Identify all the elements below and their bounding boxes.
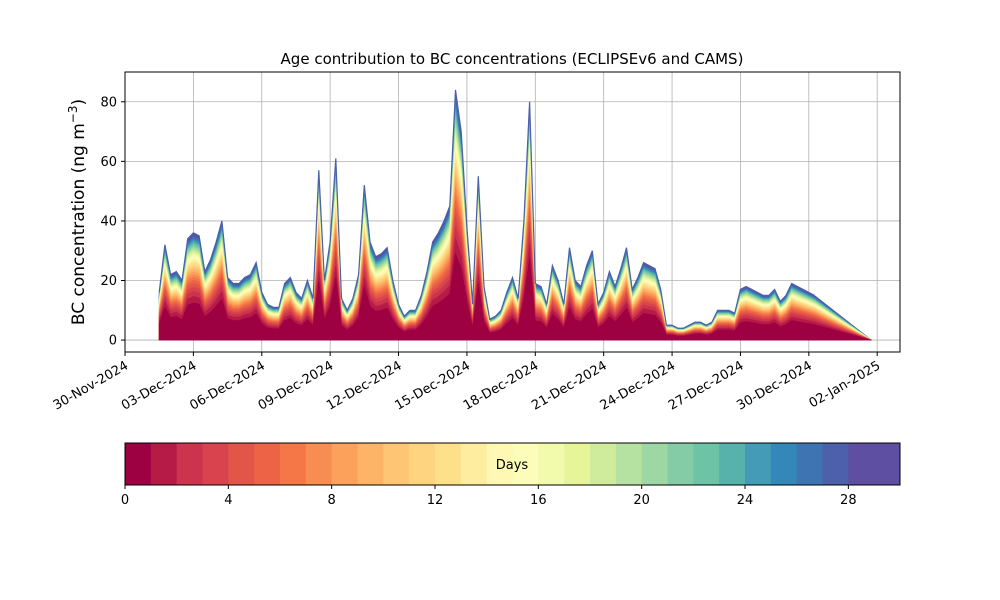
colorbar-swatch-16: [538, 443, 565, 485]
x-tick-label: 30-Nov-2024: [51, 358, 131, 413]
x-tick-label: 09-Dec-2024: [256, 358, 336, 413]
x-tick-label: 15-Dec-2024: [393, 358, 473, 413]
colorbar-swatch-7: [305, 443, 333, 485]
colorbar-swatch-23: [719, 443, 746, 485]
colorbar-swatch-24: [745, 443, 772, 485]
colorbar-swatch-13: [460, 443, 488, 485]
colorbar-swatch-26: [796, 443, 823, 485]
x-tick-label: 06-Dec-2024: [187, 358, 267, 413]
colorbar-swatch-19: [615, 443, 643, 485]
colorbar-swatch-21: [667, 443, 694, 485]
colorbar-swatch-6: [280, 443, 307, 485]
colorbar-swatch-10: [383, 443, 410, 485]
colorbar-swatch-14: [486, 443, 513, 485]
colorbar-swatch-0: [125, 443, 152, 485]
x-tick-label: 27-Dec-2024: [666, 358, 746, 413]
colorbar-swatch-18: [590, 443, 617, 485]
chart-title: Age contribution to BC concentrations (E…: [281, 50, 744, 68]
colorbar: 0 4 8 12 16 20 24 28: [121, 442, 901, 508]
colorbar-swatch-20: [641, 443, 668, 485]
colorbar-swatch-2: [176, 443, 203, 485]
colorbar-swatch-8: [331, 443, 358, 485]
colorbar-tick-label: 0: [121, 493, 129, 508]
age-layer-0-1-days: [158, 252, 872, 341]
x-tick-label: 24-Dec-2024: [598, 358, 678, 413]
plot-frame: [124, 71, 901, 353]
colorbar-tick-label: 12: [427, 493, 444, 508]
stacked-area-plot: [158, 89, 873, 341]
colorbar-swatch-1: [150, 443, 178, 485]
colorbar-tick-label: 16: [530, 493, 547, 508]
colorbar-tick-label: 4: [224, 493, 232, 508]
colorbar-swatch-3: [202, 443, 229, 485]
y-tick-label: 20: [100, 274, 117, 289]
y-axis-label-exponent: −3: [66, 105, 80, 123]
y-tick-label: 0: [109, 334, 117, 349]
colorbar-tick-label: 24: [737, 493, 754, 508]
y-tick-label: 60: [100, 155, 117, 170]
colorbar-tick-label: 8: [328, 493, 336, 508]
y-axis-label-main: BC concentration (ng m: [69, 123, 89, 325]
colorbar-swatch-29: [874, 443, 901, 485]
colorbar-swatch-17: [564, 443, 591, 485]
x-tick-label: 21-Dec-2024: [529, 358, 609, 413]
colorbar-swatch-5: [254, 443, 281, 485]
total-concentration-line: [158, 89, 815, 329]
colorbar-swatch-22: [693, 443, 720, 485]
colorbar-swatch-12: [435, 443, 462, 485]
colorbar-tick-label: 20: [633, 493, 650, 508]
colorbar-swatch-25: [770, 443, 798, 485]
y-tick-label: 80: [100, 95, 117, 110]
y-tick-label: 40: [100, 214, 117, 229]
colorbar-tick-label: 28: [840, 493, 857, 508]
colorbar-swatch-4: [228, 443, 255, 485]
y-axis-label-close: ): [69, 99, 89, 106]
colorbar-swatch-28: [848, 443, 875, 485]
x-tick-label: 02-Jan-2025: [807, 358, 884, 411]
colorbar-swatch-27: [822, 443, 849, 485]
colorbar-swatch-9: [357, 443, 384, 485]
colorbar-label: Days: [496, 458, 529, 473]
colorbar-frame: [124, 442, 901, 486]
colorbar-swatch-15: [512, 443, 539, 485]
x-tick-label: 30-Dec-2024: [734, 358, 814, 413]
colorbar-swatch-11: [409, 443, 436, 485]
x-tick-label: 03-Dec-2024: [119, 358, 199, 413]
x-tick-label: 12-Dec-2024: [324, 358, 404, 413]
y-axis-label: BC concentration (ng m−3): [66, 99, 89, 325]
x-tick-label: 18-Dec-2024: [461, 358, 541, 413]
